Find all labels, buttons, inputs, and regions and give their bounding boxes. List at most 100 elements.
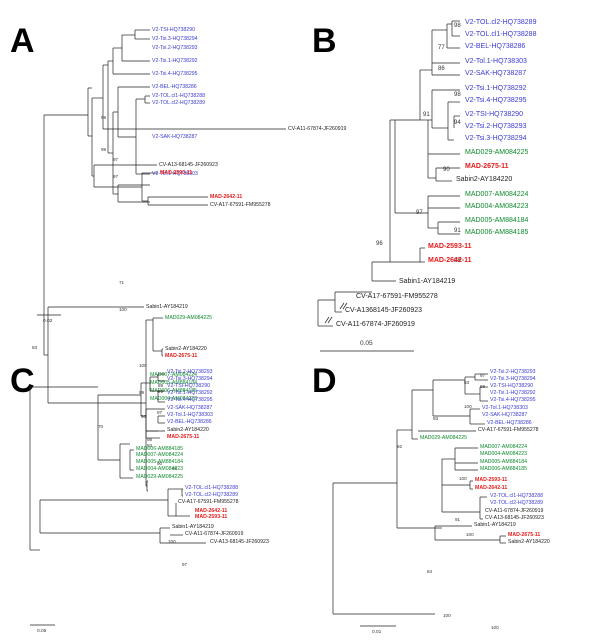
support-value: 94	[454, 120, 461, 126]
scale-bar-label: 0.05	[37, 628, 47, 634]
panel-label-a: A	[10, 22, 35, 60]
taxon-label: MAD-2675-11	[167, 434, 199, 440]
taxon-labels-d: V2-Tsi.2-HQ738293V2-Tsi.3-HQ738294V2-TSI…	[420, 369, 550, 545]
support-value: 91	[423, 112, 430, 118]
panel-b: B 98 77 86 98 94 91 90 91 97 96 98 V2-TO…	[312, 19, 537, 352]
taxon-label: CV-A17-67591-FM955278	[210, 202, 271, 208]
taxon-label: V2-TSI-HQ738290	[152, 27, 195, 33]
support-value: 97	[113, 174, 119, 179]
taxon-label: MAD-2675-11	[508, 532, 540, 538]
tree-branch	[342, 302, 348, 310]
taxon-label: Sabin1-AY184219	[146, 304, 188, 310]
support-value: 98	[454, 23, 461, 29]
taxon-label: Sabin1-AY184219	[172, 524, 214, 530]
taxon-label: V2-BEL-HQ738286	[465, 43, 525, 50]
taxon-label: MAD006-AM884185	[136, 446, 183, 452]
support-value: 97	[182, 562, 188, 567]
support-value: 83	[464, 380, 470, 385]
taxon-label: V2-SAK-HQ738287	[482, 412, 527, 418]
support-value: 98	[454, 258, 461, 264]
taxon-label: V2-Tsi.2-HQ738293	[152, 45, 198, 51]
tree-branch	[339, 302, 345, 310]
support-value: 98	[147, 437, 153, 442]
taxon-label: MAD029-AM084225	[465, 149, 529, 156]
taxon-label: V2-TSI-HQ738290	[465, 111, 523, 118]
taxon-label: CV-A11-67874-JF260919	[288, 126, 347, 132]
taxon-label: V2-TOL.cl2-HQ738289	[185, 492, 238, 498]
taxon-label: CV-A17-67591-FM955278	[178, 499, 239, 505]
taxon-label: V2-Tsi.3-HQ738294	[465, 135, 527, 142]
tree-branch	[327, 316, 333, 324]
support-value: 77	[438, 45, 445, 51]
taxon-label: V2-Tsi.2-HQ738293	[465, 123, 527, 130]
taxon-label: MAD007-AM084224	[136, 452, 183, 458]
taxon-label: V2-Tol.1-HQ738303	[465, 58, 527, 65]
taxon-label: MAD007-AM084224	[480, 444, 527, 450]
taxon-label: MAD-2642-11	[210, 194, 242, 200]
support-value: 83	[32, 345, 38, 350]
taxon-label: V2-SAK-HQ738287	[152, 134, 197, 140]
taxon-label: V2-Tol.1-HQ738303	[167, 412, 213, 418]
taxon-label: MAD-2642-11	[195, 508, 227, 514]
taxon-label: V2-Tsi.4-HQ738295	[152, 71, 198, 77]
support-value: 99	[158, 389, 164, 394]
support-value: 90	[157, 461, 163, 466]
support-value: 100	[139, 363, 147, 368]
taxon-label: V2-TOL.cl2-HQ738289	[465, 19, 537, 26]
panel-c: C 89 99 97 96 70 98 93 90 95 100 97 V2-T…	[10, 362, 269, 634]
support-value: 92	[397, 444, 403, 449]
support-value: 99	[139, 390, 145, 395]
taxon-label: V2-TOL.cl2-HQ738289	[490, 500, 543, 506]
taxon-label: CV-A13-68145-JF260923	[159, 162, 218, 168]
taxon-label: Sabin2-AY184220	[508, 539, 550, 545]
support-value: 100	[443, 613, 451, 618]
support-values-a: 99 99 97 97 71 100 83 100 99	[32, 115, 147, 395]
taxon-label: CV-A13-68145-JF260923	[485, 515, 544, 521]
taxon-label: V2-TSI-HQ738290	[167, 383, 210, 389]
taxon-label: MAD-2593-11	[160, 170, 192, 176]
taxon-label: V2-TOL.cl1-HQ738288	[465, 31, 537, 38]
taxon-label: V2-BEL-HQ738286	[152, 84, 197, 90]
support-value: 100	[466, 532, 474, 537]
taxon-label: MAD004-AM084223	[150, 396, 197, 402]
panel-a: A	[10, 22, 347, 492]
taxon-label: V2-Tsi.4-HQ738295	[465, 97, 527, 104]
taxon-label: MAD004-AM084223	[465, 203, 529, 210]
support-value: 90	[443, 167, 450, 173]
taxon-labels-c: V2-Tsi.2-HQ738293V2-Tsi.3-HQ738294V2-TSI…	[136, 369, 269, 545]
taxon-label: V2-Tsi.2-HQ738293	[490, 369, 536, 375]
scale-bar-a: 0.02	[37, 314, 61, 324]
taxon-label: V2-Tsi.3-HQ738294	[167, 376, 213, 382]
support-value: 91	[455, 517, 461, 522]
support-values-d: 97 98 83 100 93 92 100 91 100 84 100 100	[397, 373, 499, 630]
panel-label-b: B	[312, 22, 337, 60]
taxon-label: MAD006-AM884185	[150, 388, 197, 394]
support-value: 91	[454, 228, 461, 234]
taxon-label: MAD007-AM084224	[150, 372, 197, 378]
taxon-label: V2-SAK-HQ738287	[167, 405, 212, 411]
taxon-label: Sabin2-AY184220	[456, 176, 512, 183]
taxon-label: MAD029-AM084225	[136, 474, 183, 480]
scale-bar-c: 0.05	[30, 624, 55, 634]
tree-branches-d	[332, 373, 506, 615]
taxon-label: V2-BEL-HQ738286	[487, 420, 532, 426]
scale-bar-label: 0.02	[43, 318, 53, 324]
taxon-label: CV-A13-68145-JF260923	[210, 539, 269, 545]
taxon-label: MAD029-AM084225	[165, 315, 212, 321]
taxon-label: MAD-2593-11	[428, 243, 472, 250]
taxon-label: V2-Tol.1-HQ738303	[152, 171, 198, 177]
taxon-label: V2-SAK-HQ738287	[465, 70, 526, 77]
taxon-label: V2-Tsi.3-HQ738294	[490, 376, 536, 382]
support-values-b: 98 77 86 98 94 91 90 91 97 96 98	[376, 23, 461, 264]
scale-bar-label: 0.01	[372, 629, 382, 635]
taxon-label: CV-A17-67591-FM955278	[478, 427, 539, 433]
support-value: 98	[480, 384, 486, 389]
support-value: 97	[480, 373, 486, 378]
taxon-label: MAD004-AM084223	[480, 451, 527, 457]
support-value: 100	[168, 539, 176, 544]
taxon-label: MAD006-AM884185	[465, 229, 529, 236]
taxon-label: MAD-2642-11	[428, 257, 472, 264]
support-value: 97	[416, 210, 423, 216]
scale-bar-b: 0.05	[320, 340, 414, 352]
taxon-label: MAD-2593-11	[475, 477, 507, 483]
